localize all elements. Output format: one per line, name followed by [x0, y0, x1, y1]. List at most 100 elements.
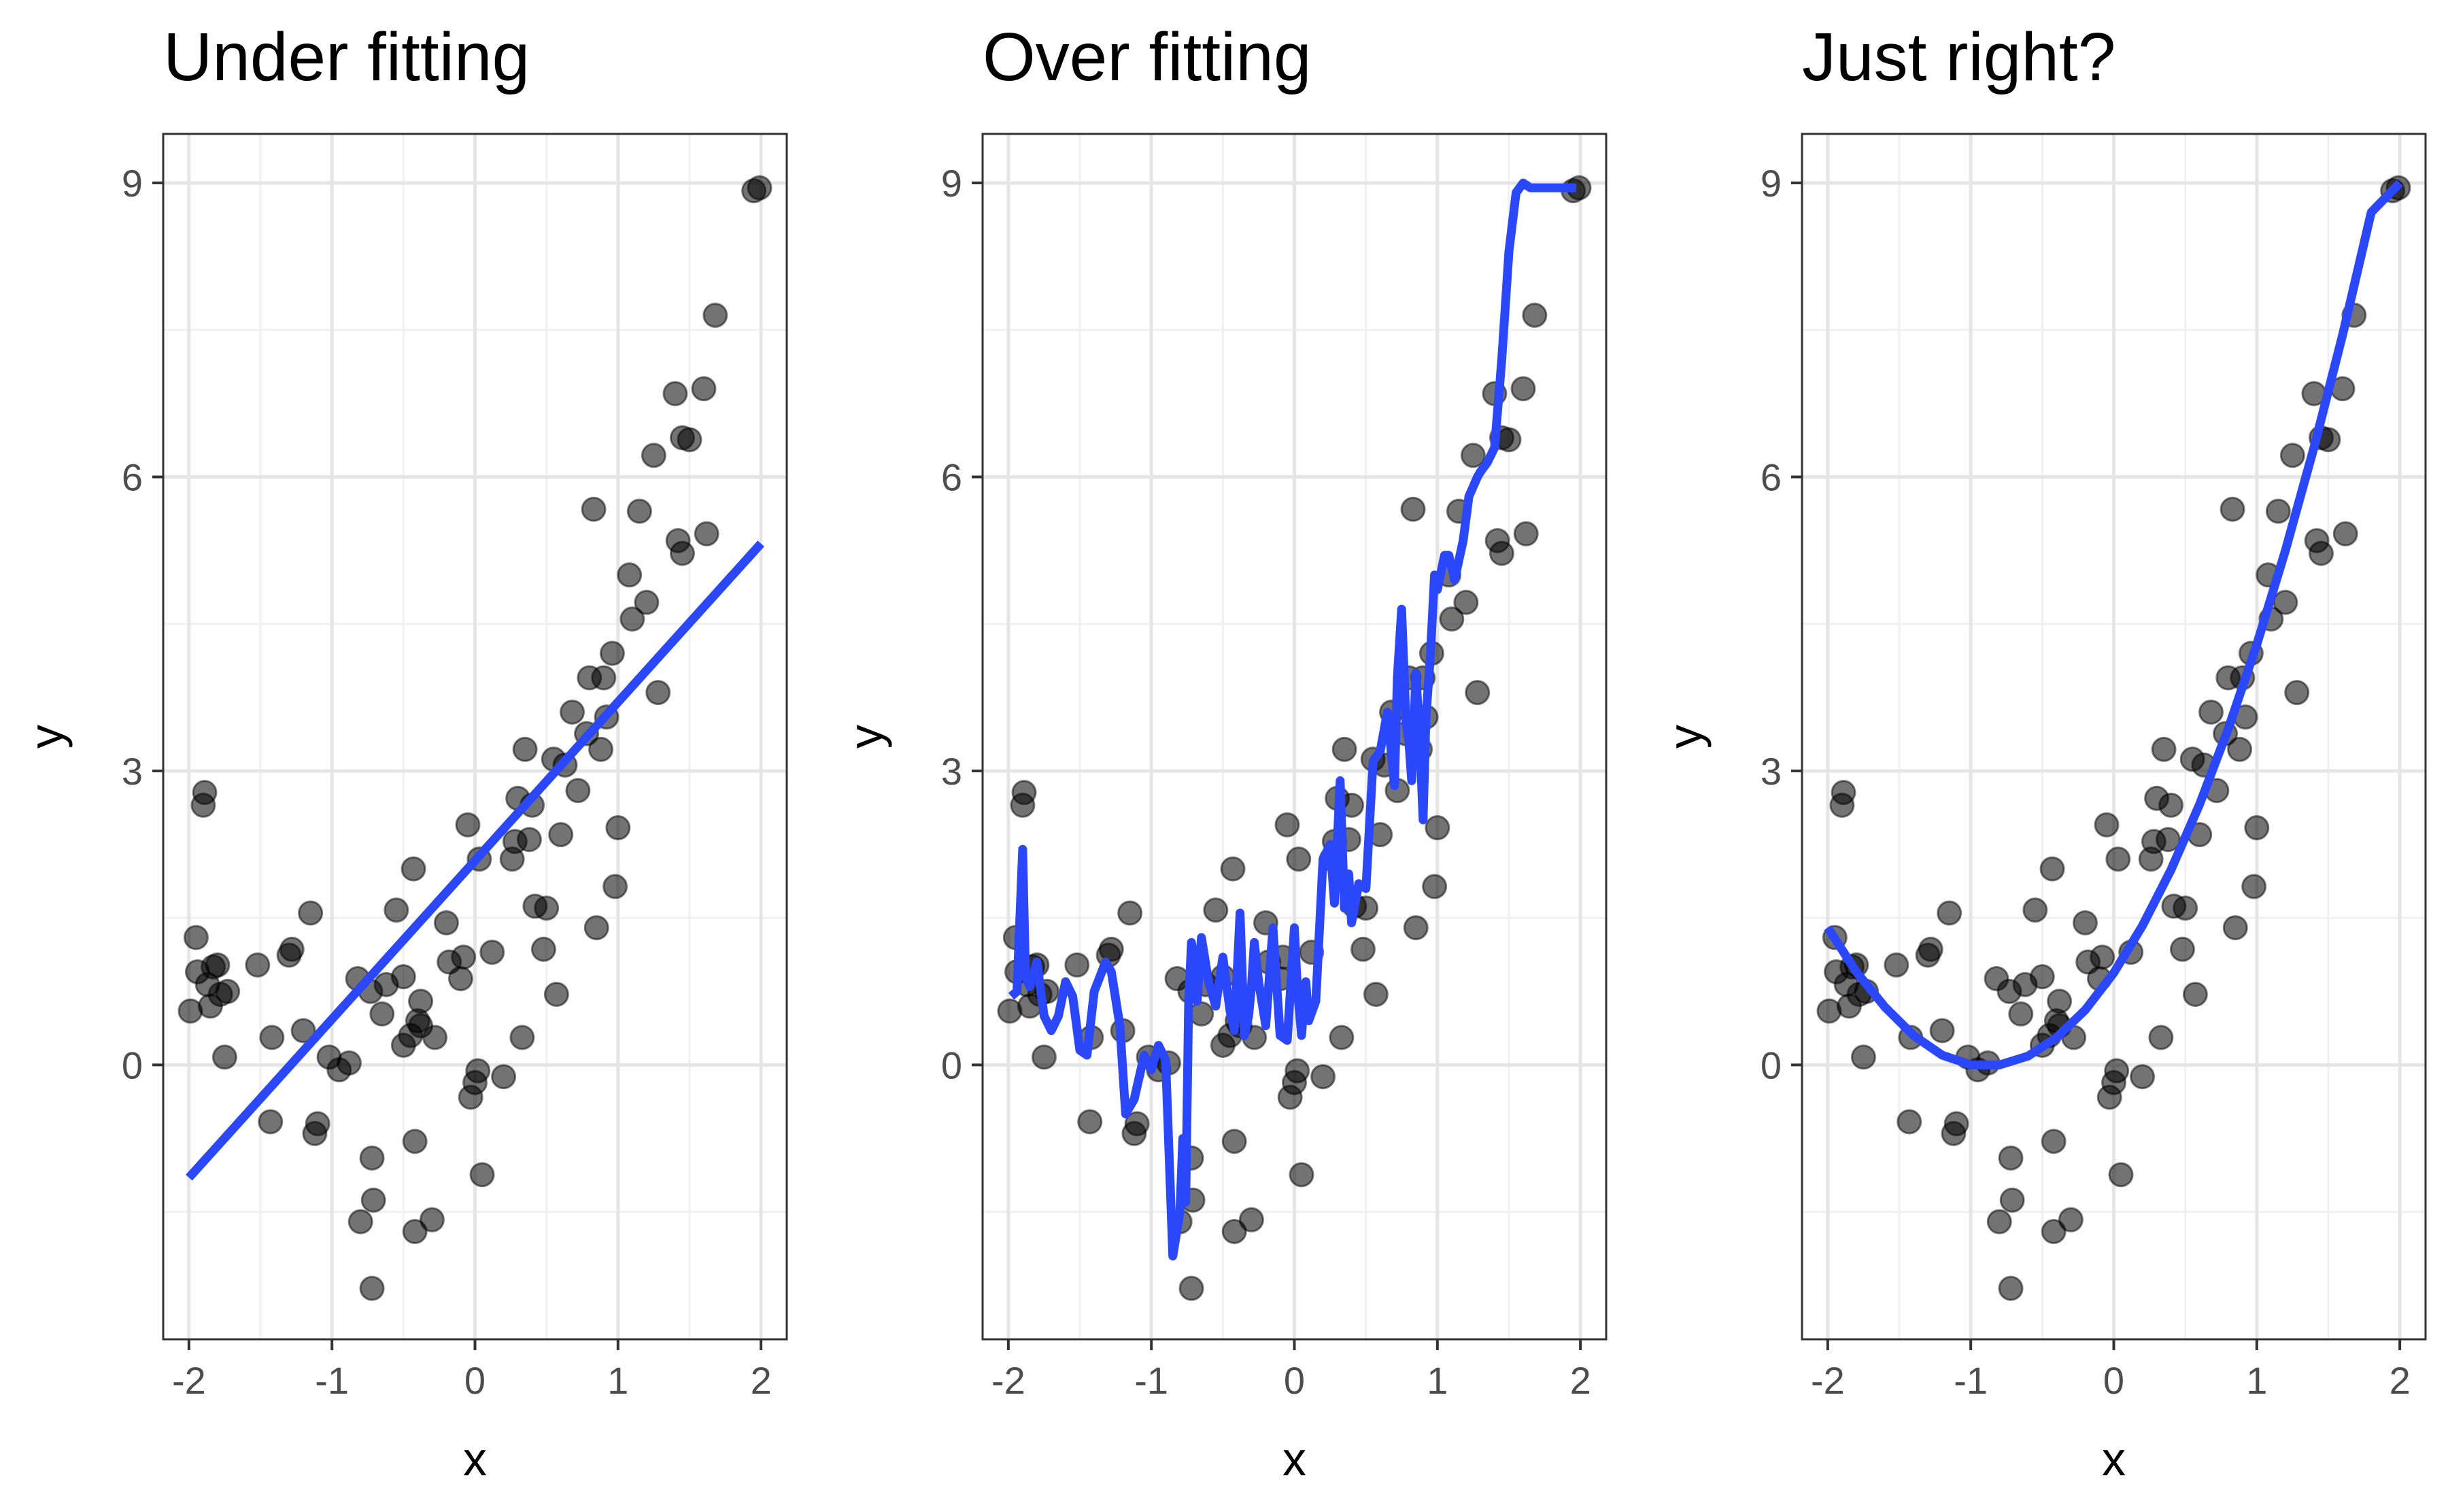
data-point — [1929, 1018, 1955, 1044]
data-point — [402, 1218, 428, 1244]
data-point — [2090, 944, 2115, 970]
data-point — [2308, 540, 2334, 566]
x-tick-label: -2 — [172, 1359, 206, 1402]
data-point — [455, 812, 481, 838]
data-point — [2029, 964, 2055, 990]
data-point — [1439, 606, 1465, 632]
data-point — [336, 1050, 362, 1076]
x-tick-label: 2 — [1570, 1359, 1591, 1402]
data-point — [583, 915, 609, 941]
data-point — [1124, 1111, 1150, 1137]
data-point — [384, 897, 409, 923]
data-point — [2105, 846, 2131, 872]
data-point — [408, 989, 434, 1014]
data-point — [2173, 895, 2198, 921]
data-point — [245, 952, 271, 978]
data-point — [479, 940, 505, 965]
data-point — [516, 827, 542, 853]
data-point — [605, 815, 631, 841]
data-point — [1986, 1209, 2012, 1235]
data-point — [1884, 952, 1909, 978]
data-point — [2332, 521, 2358, 547]
x-tick-label: 0 — [2103, 1359, 2124, 1402]
data-point — [509, 1025, 535, 1050]
data-point — [1064, 952, 1090, 978]
y-tick-label: 6 — [941, 456, 962, 499]
panel-1: -2 -1 0 1 2 0 3 6 9 x y Under fitting — [20, 19, 788, 1485]
data-point — [1117, 900, 1143, 926]
data-point — [2220, 496, 2245, 522]
x-tick-label: 2 — [2390, 1359, 2411, 1402]
data-point — [1510, 376, 1536, 402]
data-point — [645, 680, 671, 706]
x-tick-label: -1 — [315, 1359, 349, 1402]
data-point — [451, 944, 477, 970]
data-point — [192, 780, 218, 806]
data-point — [662, 381, 688, 407]
data-point — [1221, 1129, 1247, 1154]
data-point — [617, 562, 643, 588]
data-point — [2039, 856, 2065, 882]
data-point — [2284, 680, 2310, 706]
data-point — [2041, 1129, 2067, 1154]
data-point — [747, 175, 772, 201]
data-point — [359, 1145, 385, 1171]
data-point — [1422, 874, 1448, 899]
points-group — [177, 175, 772, 1301]
data-point — [1363, 982, 1389, 1008]
data-point — [259, 1025, 285, 1050]
data-point — [1011, 780, 1037, 806]
data-point — [1897, 1109, 1922, 1135]
panel-title: Under fitting — [163, 19, 530, 95]
data-point — [1943, 1111, 1969, 1137]
data-point — [2279, 443, 2305, 468]
data-point — [1286, 846, 1312, 872]
data-point — [565, 778, 591, 804]
y-tick-label: 0 — [1761, 1044, 1782, 1086]
x-axis-title: x — [1282, 1432, 1306, 1485]
data-point — [2130, 1064, 2156, 1090]
y-tick-label: 0 — [941, 1044, 962, 1086]
data-point — [2158, 792, 2184, 818]
data-point — [419, 1207, 445, 1233]
data-point — [1238, 1207, 1264, 1233]
y-tick-label: 0 — [122, 1044, 143, 1086]
y-tick-label: 3 — [941, 750, 962, 793]
y-tick-label: 3 — [122, 750, 143, 793]
y-tick-label: 9 — [1761, 162, 1782, 205]
data-point — [369, 1001, 395, 1027]
data-point — [1331, 736, 1357, 762]
data-point — [1350, 936, 1376, 962]
data-point — [2058, 1207, 2084, 1233]
data-point — [1220, 856, 1246, 882]
data-point — [2072, 910, 2098, 935]
data-point — [359, 1275, 385, 1301]
data-point — [2182, 982, 2208, 1008]
data-point — [422, 1025, 448, 1050]
data-point — [1178, 1275, 1204, 1301]
data-point — [669, 540, 695, 566]
data-point — [591, 665, 617, 691]
data-point — [1937, 900, 1962, 926]
data-point — [2227, 736, 2253, 762]
data-point — [702, 303, 728, 328]
data-point — [1077, 1109, 1103, 1135]
x-tick-label: 1 — [607, 1359, 628, 1402]
data-point — [641, 443, 666, 468]
data-point — [1189, 1001, 1214, 1027]
data-point — [1489, 540, 1514, 566]
y-axis-title: y — [1659, 725, 1712, 749]
data-point — [347, 1209, 373, 1235]
data-point — [1460, 443, 1486, 468]
data-point — [215, 978, 241, 1004]
x-axis-title: x — [2102, 1432, 2126, 1485]
data-point — [2241, 874, 2267, 899]
x-tick-label: 0 — [464, 1359, 486, 1402]
panel-3: -2 -1 0 1 2 0 3 6 9 x y Just right? — [1659, 19, 2427, 1485]
data-point — [258, 1109, 284, 1135]
fit-line — [186, 540, 764, 1181]
y-axis-title: y — [20, 725, 73, 749]
data-point — [530, 936, 556, 962]
y-tick-label: 6 — [122, 456, 143, 499]
